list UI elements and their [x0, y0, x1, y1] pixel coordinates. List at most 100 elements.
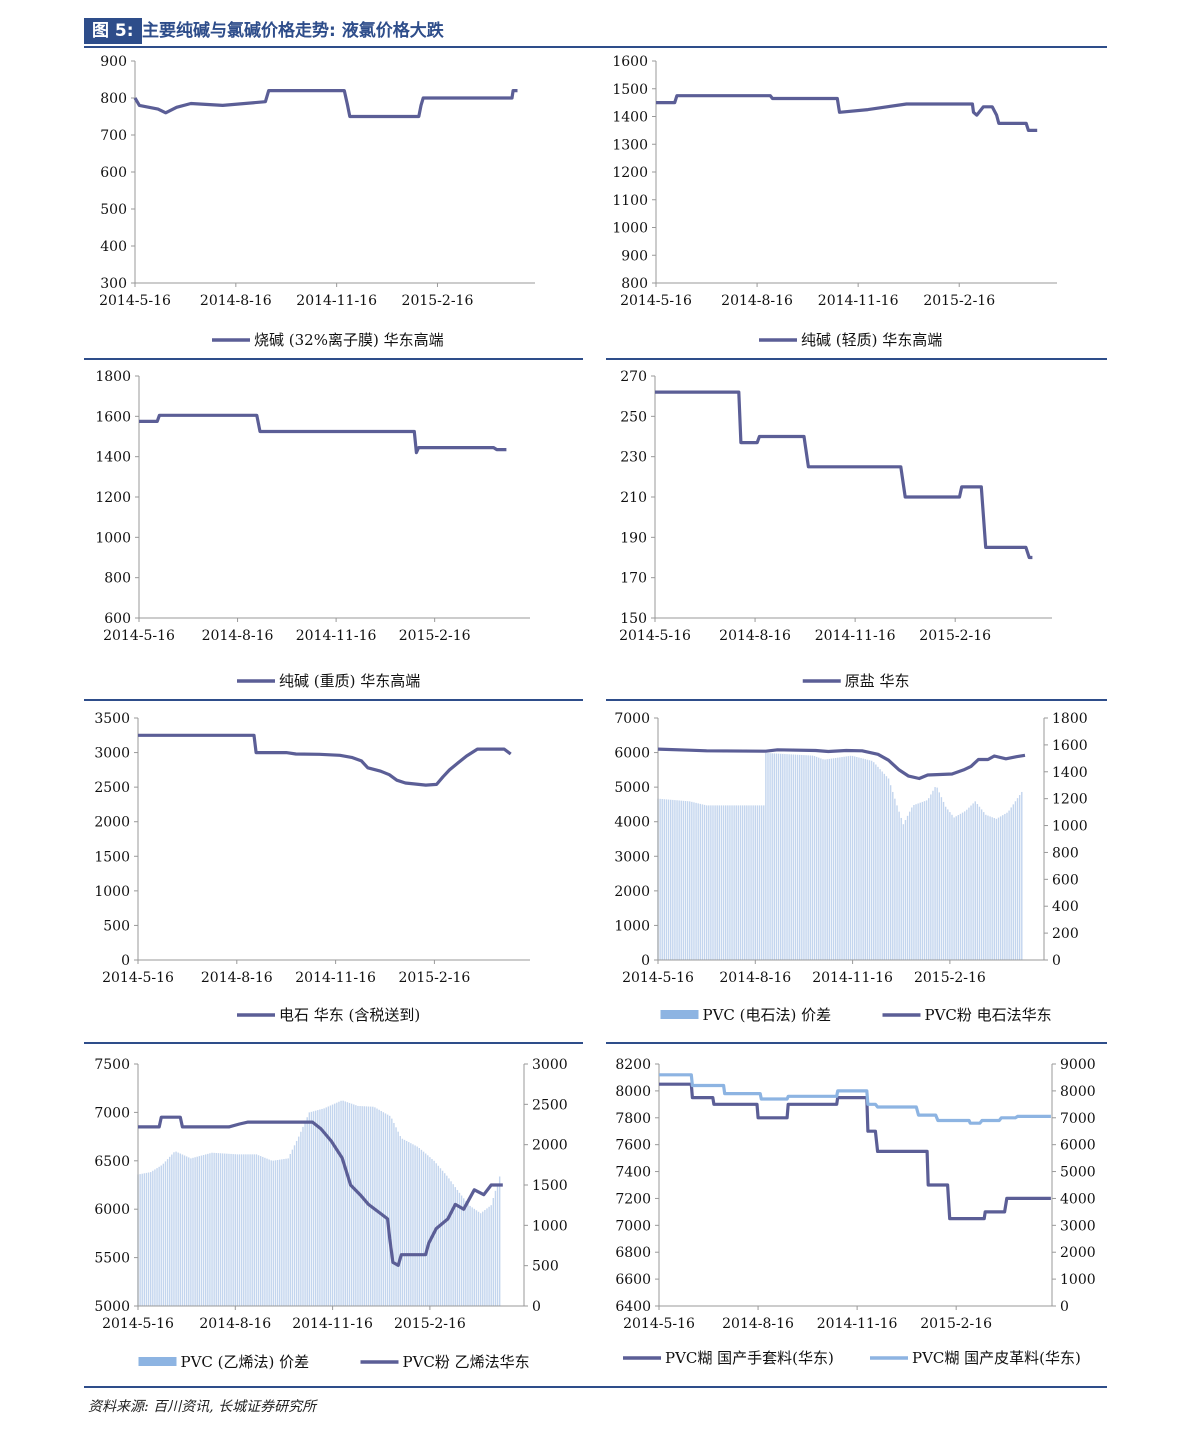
bar	[312, 1111, 315, 1306]
y2-tick-label: 600	[1052, 872, 1079, 888]
bar	[249, 1154, 251, 1306]
x-tick-label: 2014-8-16	[719, 628, 791, 644]
bar	[682, 800, 685, 960]
bar	[828, 758, 831, 960]
bar	[410, 1143, 412, 1306]
bar	[251, 1154, 253, 1306]
bar	[498, 1176, 501, 1306]
bar	[306, 1117, 308, 1306]
bar	[722, 805, 725, 960]
bar	[253, 1154, 256, 1306]
bar	[270, 1160, 272, 1306]
bar	[936, 787, 938, 960]
bar	[786, 754, 788, 960]
bar	[393, 1122, 395, 1306]
bar	[1016, 798, 1019, 960]
y-tick-label: 700	[100, 128, 127, 144]
bar	[923, 801, 926, 960]
legend-label: 烧碱 (32%离子膜) 华东高端	[254, 331, 444, 349]
line-series	[659, 1073, 1051, 1125]
bar	[659, 798, 661, 960]
bar	[799, 754, 801, 960]
bar	[310, 1111, 313, 1306]
bar	[985, 814, 987, 960]
legend-item: PVC粉 乙烯法华东	[360, 1353, 530, 1371]
y-tick-label: 5000	[94, 1299, 130, 1315]
y-tick-label: 500	[103, 918, 130, 934]
bar	[482, 1211, 484, 1306]
bar	[818, 757, 820, 960]
y2-tick-label: 2000	[532, 1138, 568, 1154]
bar	[957, 815, 960, 960]
chart-light-soda-ash: 1600 1500 1400 1300 1200 1100 1000 900 800 2014-5…	[606, 52, 1106, 352]
bar	[841, 757, 843, 960]
bar	[708, 805, 710, 960]
bar	[756, 805, 759, 960]
bar	[822, 759, 824, 960]
y-tick-label: 800	[621, 276, 648, 292]
x-tick-label: 2014-5-16	[622, 970, 694, 986]
bar	[274, 1160, 277, 1306]
y-tick-label: 1000	[95, 530, 131, 546]
bar	[183, 1155, 186, 1306]
bar	[139, 1174, 141, 1306]
bar	[395, 1127, 397, 1306]
bar	[173, 1152, 175, 1306]
y-tick-label: 230	[620, 450, 647, 466]
legend-swatch	[660, 1010, 699, 1019]
line-series	[139, 413, 507, 455]
y-tick-label: 7800	[615, 1111, 651, 1127]
bar	[469, 1205, 471, 1306]
bar	[331, 1104, 334, 1306]
bar	[710, 805, 712, 960]
bar	[919, 802, 921, 960]
bar	[171, 1154, 173, 1306]
bar	[479, 1213, 482, 1306]
bar	[733, 805, 735, 960]
bar	[279, 1159, 281, 1306]
line-series	[659, 1082, 1051, 1221]
bar	[777, 753, 780, 960]
bar	[281, 1159, 283, 1306]
bar	[820, 758, 822, 960]
y-tick-label: 1200	[612, 165, 648, 181]
bar	[473, 1208, 475, 1306]
bar	[255, 1154, 258, 1306]
line-series	[657, 747, 1026, 781]
bar	[177, 1152, 179, 1306]
bar	[684, 800, 687, 960]
bar	[217, 1153, 220, 1306]
legend-label: 纯碱 (轻质) 华东高端	[801, 331, 942, 349]
bar	[204, 1154, 207, 1306]
bar	[676, 800, 678, 960]
bar	[471, 1207, 473, 1306]
y-tick-label: 1500	[612, 82, 648, 98]
bar	[492, 1197, 495, 1306]
bar	[902, 824, 905, 960]
bar	[162, 1163, 165, 1306]
bar	[475, 1210, 478, 1306]
bar	[980, 809, 983, 960]
bar	[813, 756, 816, 960]
bar	[382, 1112, 385, 1306]
line-series	[655, 390, 1033, 560]
x-tick-label: 2014-8-16	[199, 1316, 271, 1332]
bar	[289, 1154, 291, 1306]
y-tick-label: 800	[100, 91, 127, 107]
bar	[272, 1160, 275, 1306]
bar	[196, 1156, 198, 1306]
axes	[658, 1064, 1053, 1307]
bar	[494, 1190, 497, 1306]
x-tick-label: 2015-2-16	[399, 628, 471, 644]
bar	[145, 1172, 148, 1306]
bar	[900, 817, 902, 960]
chart-calcium-carbide: 3500 3000 2500 2000 1500 1000 500 0 2014-5-16 201…	[84, 705, 584, 1035]
bar	[365, 1106, 368, 1306]
y-tick-label: 1600	[95, 409, 131, 425]
bar	[826, 759, 828, 960]
bar	[674, 800, 676, 960]
bar	[944, 806, 947, 960]
bar	[705, 805, 708, 960]
bar	[908, 811, 911, 960]
bar	[158, 1166, 160, 1306]
